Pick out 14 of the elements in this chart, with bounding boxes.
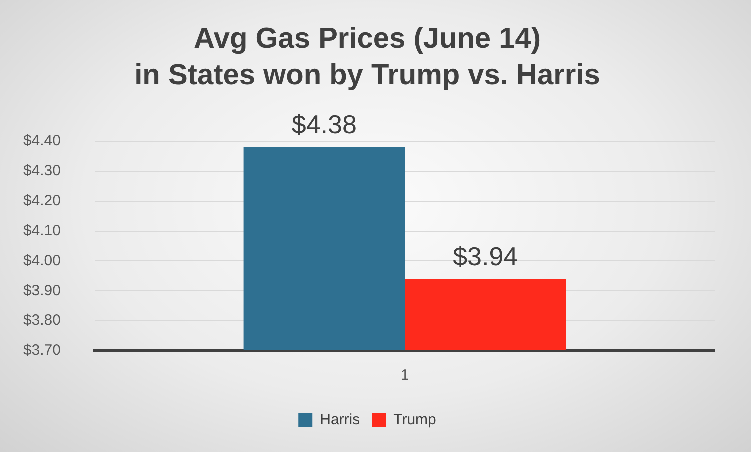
legend-label: Harris	[320, 412, 360, 429]
y-tick-label: $4.10	[23, 222, 61, 240]
x-tick-label: 1	[400, 367, 410, 384]
y-tick-label: $4.20	[23, 192, 61, 210]
y-tick-label: $4.40	[23, 132, 61, 150]
data-label: $4.38	[292, 110, 357, 140]
legend-label: Trump	[394, 412, 436, 429]
y-tick-label: $3.70	[23, 342, 61, 360]
y-tick-label: $4.00	[23, 252, 61, 270]
y-tick-label: $3.80	[23, 312, 61, 330]
data-label: $3.94	[453, 241, 518, 272]
y-tick-label: $4.30	[23, 162, 61, 180]
y-tick-label: $3.90	[23, 282, 61, 300]
chart-title: Avg Gas Prices (June 14) in States won by Trump vs. Harris	[134, 23, 600, 92]
